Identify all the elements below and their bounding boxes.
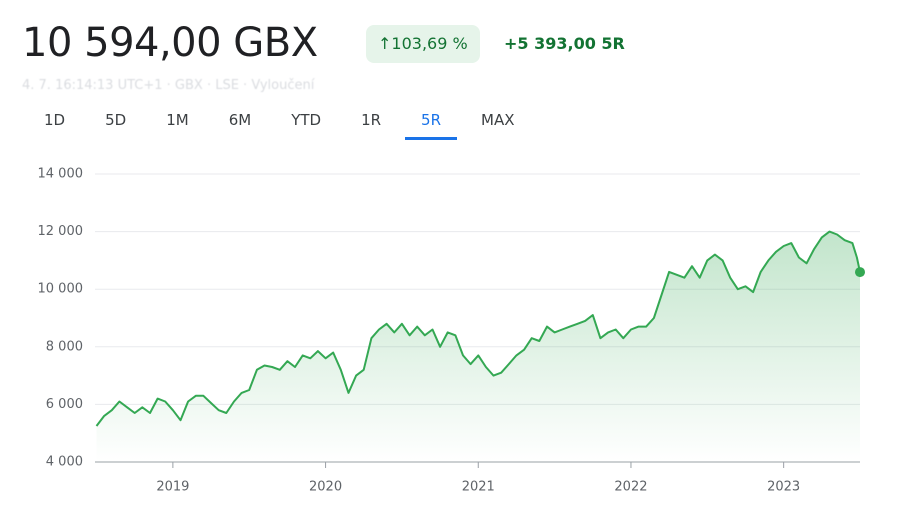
x-tick-label: 2019 xyxy=(156,480,189,495)
meta: 4. 7. 16:14:13 UTC+1 · GBX · LSE · Vylou… xyxy=(22,78,315,93)
tab[interactable]: 1D xyxy=(44,111,66,129)
y-tick-label: 14 000 xyxy=(38,167,84,182)
tab[interactable]: MAX xyxy=(481,111,515,129)
price-line xyxy=(95,230,861,427)
change-pill: ↑103,69 % xyxy=(366,25,480,63)
x-tick-label: 2023 xyxy=(767,480,800,495)
x-tick-label: 2020 xyxy=(309,480,342,495)
price: 10 594,00 GBX xyxy=(22,20,318,66)
y-tick-label: 6 000 xyxy=(46,397,83,412)
tab[interactable]: 5D xyxy=(105,111,127,129)
tabs: 1D 5D 1M 6M YTD 1R 5R MAX xyxy=(28,111,539,140)
x-tick-label: 2022 xyxy=(614,480,647,495)
tab[interactable]: 5R xyxy=(405,111,458,140)
change-pct: 103,69 % xyxy=(391,34,468,53)
y-tick-label: 8 000 xyxy=(46,339,83,354)
change-abs: +5 393,00 5R xyxy=(504,34,625,53)
tab[interactable]: YTD xyxy=(291,111,322,129)
area xyxy=(96,231,860,462)
x-tick-label: 2021 xyxy=(462,480,495,495)
tab[interactable]: 1R xyxy=(361,111,382,129)
y-tick-label: 4 000 xyxy=(46,455,83,470)
tab[interactable]: 6M xyxy=(228,111,252,129)
y-tick-label: 12 000 xyxy=(38,224,84,239)
y-tick-label: 10 000 xyxy=(38,282,84,297)
tab[interactable]: 1M xyxy=(166,111,189,129)
last-point xyxy=(855,267,865,278)
